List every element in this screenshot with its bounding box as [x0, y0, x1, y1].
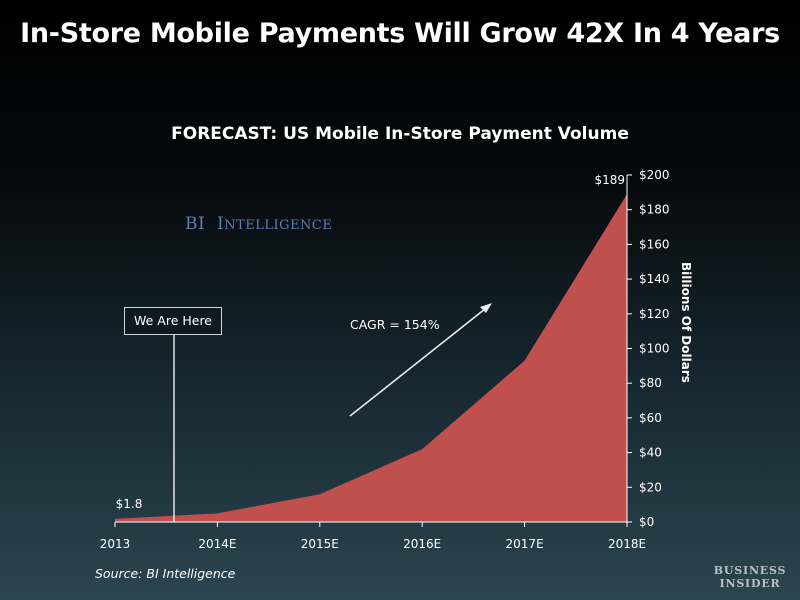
y-tick-label-100: $100 [639, 342, 670, 356]
brand-line-1: BUSINESS [713, 564, 787, 577]
x-tick-label-2015E: 2015E [301, 537, 339, 551]
x-tick-label-2014E: 2014E [198, 537, 236, 551]
data-label-2018E: $189 [594, 173, 625, 187]
logo-initial: I [217, 214, 225, 234]
y-axis-title: Billions Of Dollars [679, 262, 693, 383]
y-tick-label-140: $140 [639, 272, 670, 286]
cagr-label: CAGR = 154% [350, 317, 440, 332]
y-tick-label-40: $40 [639, 446, 662, 460]
bi-intelligence-logo: BI INTELLIGENCE [185, 214, 332, 234]
data-label-2013: $1.8 [116, 497, 143, 511]
y-tick-label-200: $200 [639, 168, 670, 182]
x-tick-label-2013: 2013 [100, 537, 131, 551]
chart-title: FORECAST: US Mobile In-Store Payment Vol… [171, 124, 629, 144]
logo-word-rest: NTELLIGENCE [224, 218, 333, 233]
y-tick-label-0: $0 [639, 515, 654, 529]
cagr-arrow-head-icon [480, 303, 492, 313]
x-tick-label-2018E: 2018E [608, 537, 646, 551]
y-tick-label-120: $120 [639, 307, 670, 321]
y-tick-label-180: $180 [639, 203, 670, 217]
source-note: Source: BI Intelligence [95, 566, 236, 581]
logo-word-bi: BI [185, 214, 206, 234]
page-title: In-Store Mobile Payments Will Grow 42X I… [20, 18, 780, 49]
we-are-here-label: We Are Here [124, 307, 222, 335]
brand-line-2: INSIDER [719, 577, 781, 590]
business-insider-logo: BUSINESS INSIDER [712, 564, 788, 590]
y-tick-label-160: $160 [639, 237, 670, 251]
y-tick-label-20: $20 [639, 480, 662, 494]
y-tick-label-60: $60 [639, 411, 662, 425]
y-tick-label-80: $80 [639, 376, 662, 390]
x-tick-label-2016E: 2016E [403, 537, 441, 551]
series-area [115, 194, 627, 522]
x-tick-label-2017E: 2017E [506, 537, 544, 551]
cagr-trend-arrow [349, 304, 491, 417]
